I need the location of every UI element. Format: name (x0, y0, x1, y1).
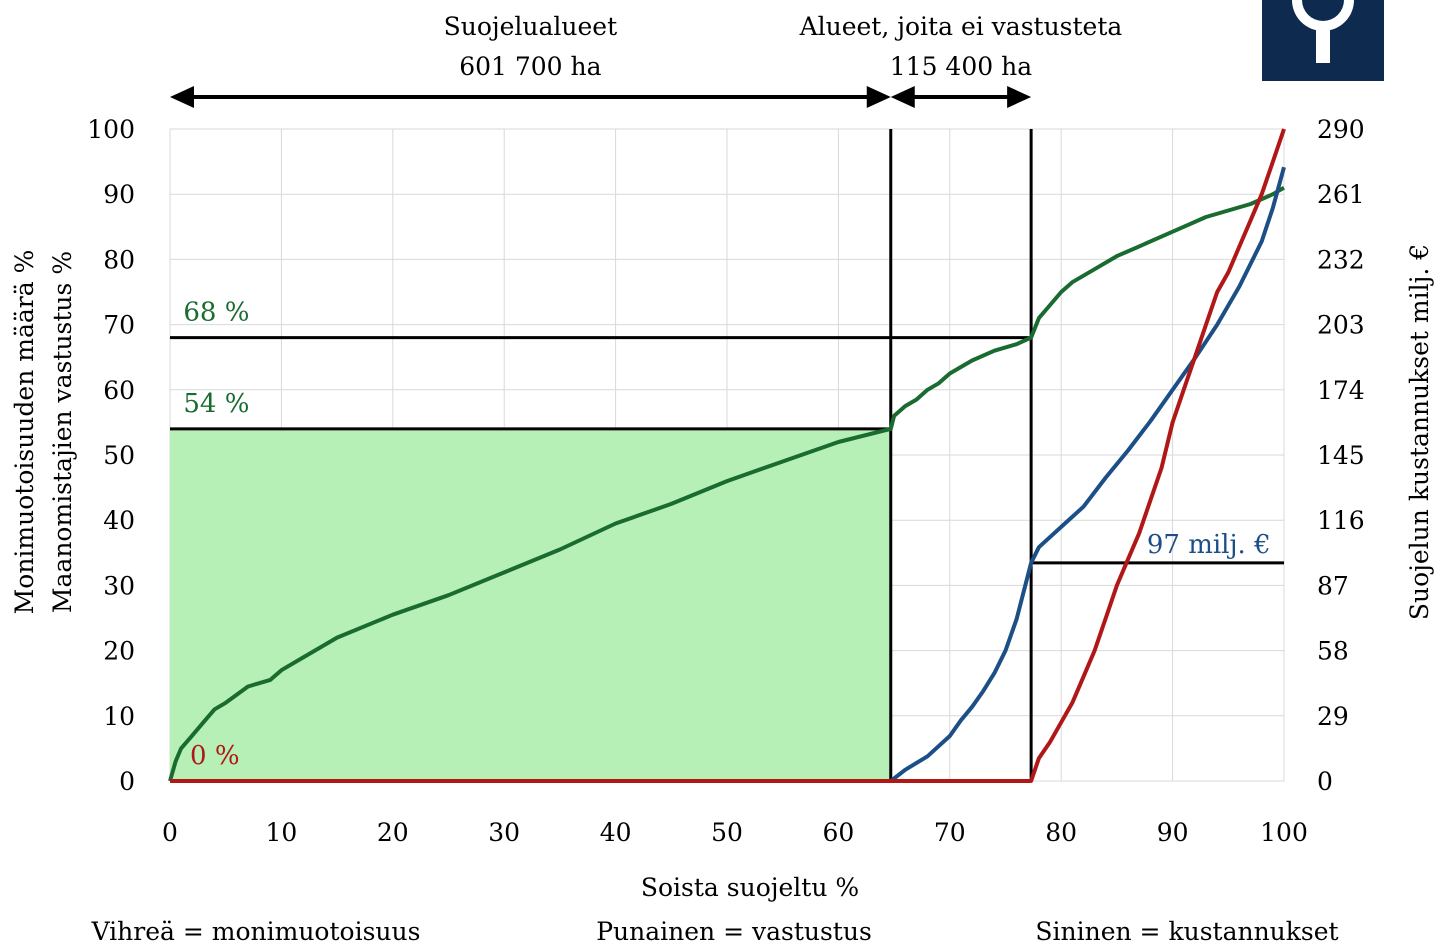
range-label: Suojelualueet (444, 12, 618, 41)
x-axis-label: Soista suojeltu % (641, 873, 859, 902)
y-tick-label-left: 90 (103, 180, 135, 209)
annotation-label: 97 milj. € (1147, 530, 1271, 560)
range-arrowhead-left (890, 86, 915, 108)
reference-lines (170, 129, 1284, 781)
x-tick-label: 100 (1260, 818, 1308, 847)
range-arrowhead-left (170, 86, 194, 108)
x-tick-label: 50 (711, 818, 743, 847)
y-axis-label-left-2: Maanomistajien vastustus % (48, 251, 77, 613)
y-tick-label-right: 261 (1317, 180, 1365, 209)
range-arrowhead-right (866, 86, 891, 108)
x-tick-label: 60 (822, 818, 854, 847)
y-tick-label-right: 290 (1317, 115, 1365, 144)
range-area-label: 115 400 ha (890, 52, 1032, 81)
annotations: 68 % 54 % 0 % 97 milj. € (183, 298, 1270, 771)
cost-line (170, 166, 1286, 783)
y-tick-label-right: 29 (1317, 702, 1349, 731)
x-tick-label: 20 (377, 818, 409, 847)
protected-area-shade (170, 428, 891, 781)
range-label: Alueet, joita ei vastusteta (799, 12, 1123, 41)
annotation-label: 68 % (183, 298, 249, 328)
y-tick-labels-right: 0 29 58 87 116 145 174 203 232 261 290 (1317, 115, 1365, 796)
y-tick-label-right: 232 (1317, 245, 1365, 274)
y-tick-label-left: 30 (103, 571, 135, 600)
y-tick-label-left: 70 (103, 311, 135, 340)
y-tick-label-right: 58 (1317, 637, 1349, 666)
range-area-label: 601 700 ha (459, 52, 601, 81)
y-tick-label-right: 87 (1317, 571, 1349, 600)
y-tick-label-left: 20 (103, 637, 135, 666)
y-tick-label-right: 0 (1317, 767, 1333, 796)
x-tick-label: 30 (488, 818, 520, 847)
legend-opposition: Punainen = vastustus (596, 917, 872, 946)
x-tick-label: 0 (162, 818, 178, 847)
y-tick-label-left: 50 (103, 441, 135, 470)
x-tick-labels: 0 10 20 30 40 50 60 70 80 90 100 (162, 818, 1308, 847)
y-axis-label-right: Suojelun kustannukset milj. € (1405, 244, 1434, 620)
info-badge (1262, 0, 1384, 81)
range-arrows: Suojelualueet 601 700 ha Alueet, joita ei … (170, 12, 1122, 108)
y-tick-label-left: 60 (103, 376, 135, 405)
range-arrowhead-right (1007, 86, 1032, 108)
x-tick-label: 40 (600, 818, 632, 847)
y-tick-label-left: 10 (103, 702, 135, 731)
opposition-line (170, 128, 1286, 783)
annotation-label: 0 % (190, 741, 240, 771)
x-tick-label: 90 (1157, 818, 1189, 847)
x-tick-label: 10 (265, 818, 297, 847)
y-tick-label-left: 80 (103, 245, 135, 274)
y-tick-label-right: 145 (1317, 441, 1365, 470)
biodiversity-line (168, 185, 1286, 782)
annotation-label: 54 % (183, 389, 249, 419)
y-tick-label-right: 174 (1317, 376, 1365, 405)
y-tick-label-right: 116 (1317, 506, 1365, 535)
y-axis-label-left-1: Monimuotoisuuden määrä % (10, 250, 39, 615)
x-tick-label: 70 (934, 818, 966, 847)
legend-biodiversity: Vihreä = monimuotoisuus (91, 917, 421, 946)
x-tick-label: 80 (1045, 818, 1077, 847)
y-tick-label-left: 100 (87, 115, 135, 144)
info-icon (1292, 0, 1354, 63)
legend-cost: Sininen = kustannukset (1035, 917, 1338, 946)
y-tick-label-left: 0 (119, 767, 135, 796)
y-tick-labels-left: 0 10 20 30 40 50 60 70 80 90 100 (87, 115, 135, 796)
y-tick-label-left: 40 (103, 506, 135, 535)
y-tick-label-right: 203 (1317, 311, 1365, 340)
